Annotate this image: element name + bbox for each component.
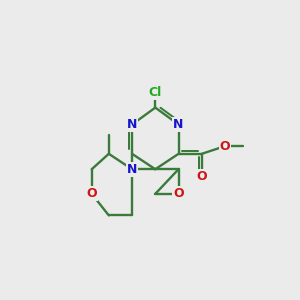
Text: O: O: [196, 170, 207, 183]
Text: O: O: [173, 187, 184, 200]
Text: O: O: [86, 187, 97, 200]
Text: N: N: [173, 118, 184, 131]
Text: Cl: Cl: [149, 86, 162, 99]
Text: N: N: [127, 163, 137, 176]
Text: N: N: [127, 118, 137, 131]
Text: O: O: [220, 140, 230, 153]
